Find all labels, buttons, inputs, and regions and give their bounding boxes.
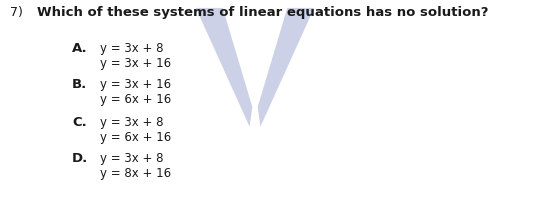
Text: y = 3x + 16: y = 3x + 16 [100, 78, 171, 91]
Text: Which of these systems of linear equations has no solution?: Which of these systems of linear equatio… [37, 6, 488, 19]
Text: 7): 7) [10, 6, 23, 19]
Text: B.: B. [72, 78, 87, 91]
Text: y = 3x + 8: y = 3x + 8 [100, 152, 164, 165]
Text: y = 3x + 8: y = 3x + 8 [100, 42, 164, 55]
Text: D.: D. [72, 152, 88, 165]
Text: A.: A. [72, 42, 88, 55]
Text: y = 6x + 16: y = 6x + 16 [100, 93, 171, 106]
Text: y = 6x + 16: y = 6x + 16 [100, 131, 171, 144]
Text: y = 3x + 16: y = 3x + 16 [100, 57, 171, 70]
Polygon shape [196, 8, 314, 127]
Text: C.: C. [72, 116, 87, 129]
Text: y = 8x + 16: y = 8x + 16 [100, 167, 171, 180]
Text: y = 3x + 8: y = 3x + 8 [100, 116, 164, 129]
